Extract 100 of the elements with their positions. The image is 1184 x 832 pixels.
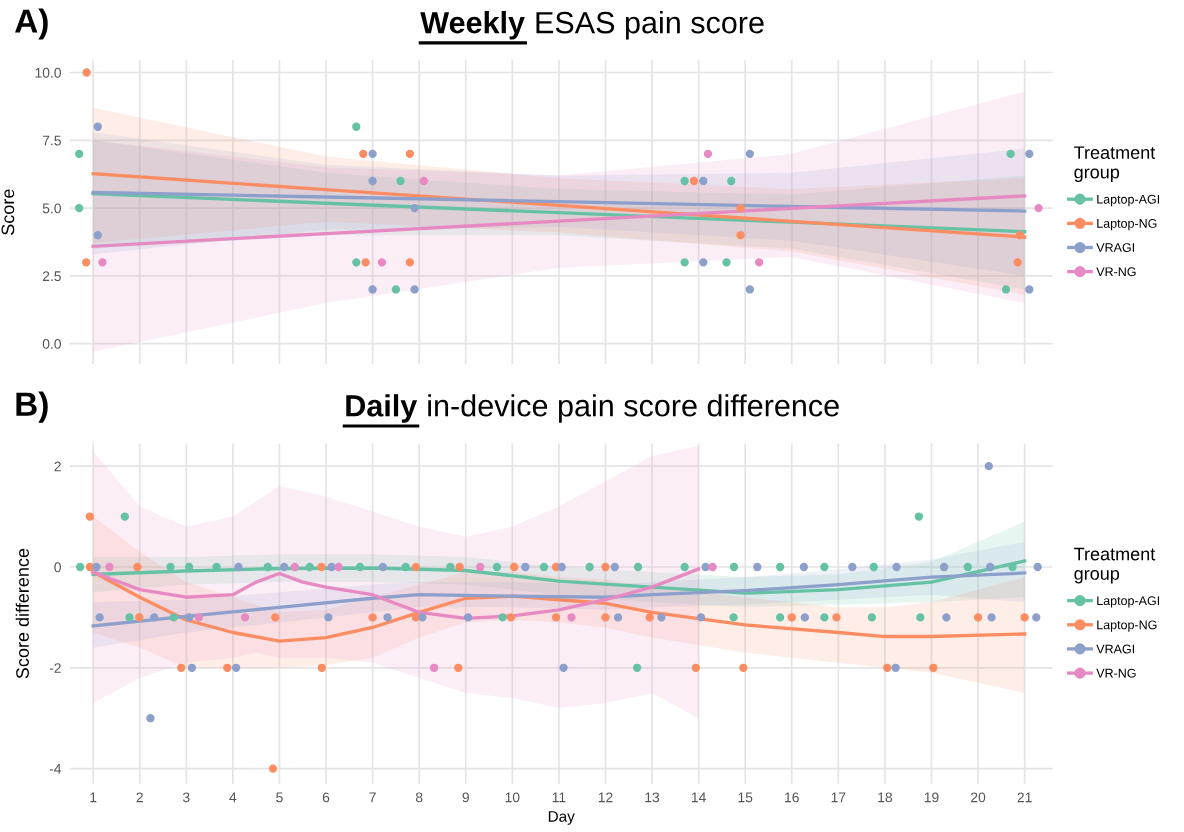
point <box>521 562 530 572</box>
point <box>396 176 405 186</box>
point <box>92 562 101 572</box>
point <box>135 613 144 622</box>
point <box>234 562 243 572</box>
point <box>986 562 995 572</box>
point <box>722 258 731 267</box>
point <box>610 562 619 572</box>
point <box>567 613 576 622</box>
point <box>727 176 736 186</box>
point <box>736 231 745 240</box>
line-series <box>91 194 1027 248</box>
point <box>1001 285 1011 294</box>
point <box>729 613 738 622</box>
point <box>82 68 91 77</box>
point <box>98 258 107 267</box>
point <box>891 663 900 672</box>
point <box>916 613 925 622</box>
point <box>327 562 336 572</box>
point <box>775 613 785 622</box>
point <box>368 613 377 622</box>
point <box>699 258 708 267</box>
point <box>1006 149 1015 159</box>
point <box>368 176 377 186</box>
point <box>476 562 485 572</box>
point <box>633 562 643 572</box>
point <box>194 613 204 622</box>
point <box>701 562 710 572</box>
point <box>883 663 892 672</box>
point <box>745 149 755 159</box>
point <box>657 613 666 622</box>
point <box>601 613 610 622</box>
point <box>601 562 610 572</box>
point <box>279 562 289 572</box>
point <box>317 663 326 672</box>
line-series <box>91 190 1027 213</box>
point <box>736 203 745 213</box>
point <box>867 613 877 622</box>
point <box>799 562 809 572</box>
point <box>240 613 250 622</box>
point <box>800 613 809 622</box>
point <box>95 613 104 622</box>
point <box>557 562 566 572</box>
point <box>187 663 197 672</box>
point <box>368 149 377 159</box>
point <box>645 613 654 622</box>
point <box>305 562 314 572</box>
point <box>75 562 85 572</box>
point <box>429 663 439 672</box>
point <box>378 562 387 572</box>
legend-title: Treatment group <box>1074 146 1156 182</box>
y-axis-title: Score difference <box>15 548 29 679</box>
text: B) <box>16 391 48 423</box>
point <box>93 122 102 131</box>
point <box>699 176 708 186</box>
point <box>405 149 415 159</box>
point <box>361 258 370 267</box>
point <box>383 613 392 622</box>
point <box>419 176 428 186</box>
line-series <box>91 571 1027 628</box>
point <box>454 663 463 672</box>
point <box>689 176 699 186</box>
point <box>745 285 755 294</box>
point <box>81 258 91 267</box>
line-series <box>91 559 1027 595</box>
point <box>559 663 568 672</box>
point <box>939 562 949 572</box>
point <box>1025 285 1034 294</box>
point <box>632 663 642 672</box>
point <box>551 613 561 622</box>
point <box>263 562 272 572</box>
chart-title: Weekly ESAS pain score <box>420 11 764 40</box>
point <box>820 613 829 622</box>
point <box>787 613 796 622</box>
point <box>352 258 361 267</box>
point <box>133 562 142 572</box>
point <box>848 562 857 572</box>
point <box>377 258 387 267</box>
point <box>410 203 419 213</box>
point <box>169 613 178 622</box>
point <box>324 613 333 622</box>
point <box>892 562 901 572</box>
point <box>125 613 134 622</box>
point <box>463 613 473 622</box>
point <box>820 562 829 572</box>
point <box>85 512 95 521</box>
point <box>984 461 993 471</box>
point <box>268 764 278 773</box>
point <box>492 562 502 572</box>
point <box>401 562 410 572</box>
point <box>539 562 549 572</box>
point <box>223 663 232 672</box>
point <box>146 714 155 723</box>
point <box>418 613 427 622</box>
point <box>498 613 507 622</box>
point <box>184 613 194 622</box>
point <box>120 512 129 521</box>
point <box>973 613 983 622</box>
point <box>585 562 594 572</box>
legend-title: Treatment group <box>1074 547 1156 584</box>
